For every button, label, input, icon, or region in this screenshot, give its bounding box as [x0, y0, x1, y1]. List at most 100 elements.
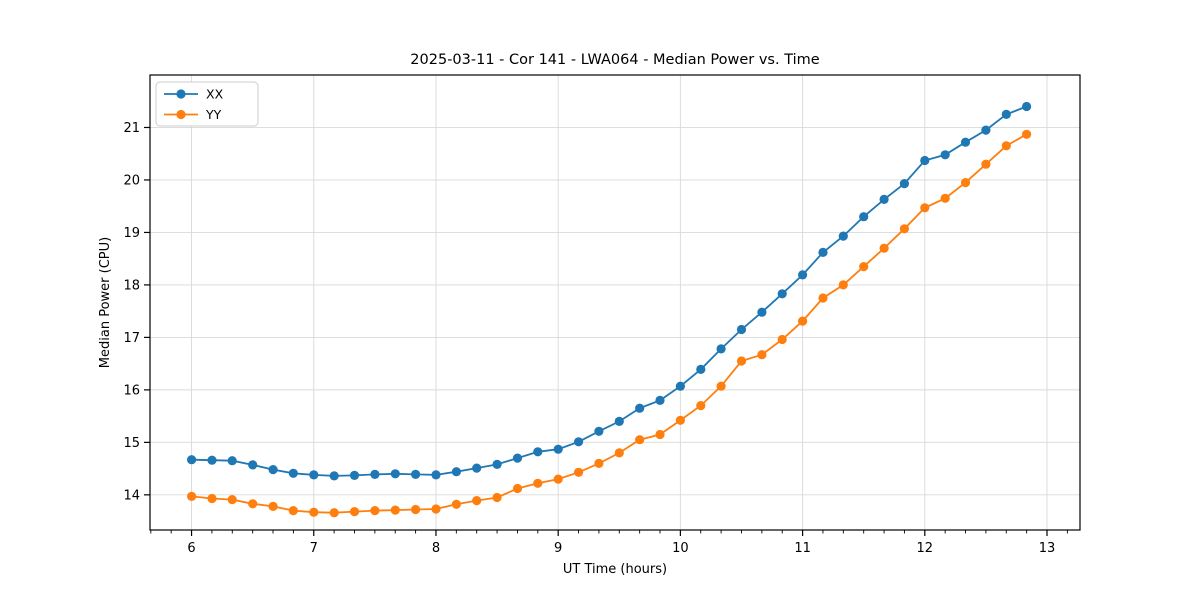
series-YY-point: [675, 415, 686, 425]
series-YY-point: [838, 280, 848, 290]
series-YY-point: [940, 193, 950, 203]
legend-marker-YY: [176, 109, 186, 120]
series-YY-point: [859, 262, 869, 272]
y-tick-label: 20: [123, 173, 140, 188]
series-XX-point: [268, 465, 278, 475]
series-XX-line: [191, 105, 1027, 477]
series-YY-point: [390, 505, 400, 515]
plot-border: [149, 74, 1081, 531]
series-XX-point: [899, 179, 910, 189]
series-YY-point: [981, 159, 991, 169]
series-YY-point: [635, 435, 645, 445]
series-YY-point: [655, 429, 665, 440]
series-YY-point: [716, 381, 726, 391]
series-YY-point: [248, 499, 258, 509]
y-tick-label: 17: [123, 331, 140, 346]
series-XX-point: [635, 403, 645, 413]
series-XX-point: [248, 460, 258, 470]
series-YY-point: [431, 504, 441, 514]
series-YY-point: [288, 506, 298, 516]
x-tick-label: 11: [794, 541, 811, 556]
series-YY-point: [329, 508, 339, 518]
series-XX-point: [227, 456, 237, 466]
series-YY-point: [207, 493, 217, 504]
series-YY-point: [553, 474, 563, 484]
series-XX-point: [757, 307, 767, 317]
data-series: [187, 101, 1032, 518]
x-axis-label: UT Time (hours): [563, 562, 667, 577]
series-YY-point: [370, 506, 380, 516]
y-tick-label: 21: [123, 121, 140, 136]
chart-title: 2025-03-11 - Cor 141 - LWA064 - Median P…: [410, 52, 819, 68]
series-XX-point: [940, 150, 950, 160]
series-XX-point: [798, 270, 808, 280]
x-tick-label: 8: [432, 541, 440, 556]
series-XX-point: [349, 470, 360, 480]
series-XX-point: [1001, 109, 1011, 119]
series-XX-point: [574, 437, 584, 447]
y-tick-label: 16: [123, 383, 140, 398]
series-XX-point: [777, 289, 787, 299]
series-XX-point: [594, 426, 604, 436]
legend-marker-XX: [176, 89, 186, 99]
series-YY-point: [736, 356, 747, 366]
series-YY-point: [472, 496, 482, 506]
series-XX-point: [451, 467, 461, 477]
series-XX-point: [492, 459, 502, 469]
series-YY-point: [777, 334, 787, 345]
series-XX-point: [696, 364, 706, 374]
series-XX-point: [309, 470, 319, 480]
legend-label-YY: YY: [205, 107, 222, 122]
series-XX-point: [288, 468, 298, 478]
series-XX-point: [838, 231, 848, 241]
series-XX-point: [533, 447, 543, 457]
series-YY-point: [451, 499, 461, 509]
series-YY-line: [191, 133, 1028, 514]
series-XX-point: [390, 469, 400, 479]
series-XX-point: [207, 455, 217, 465]
series-YY-point: [512, 483, 523, 494]
x-tick-label: 9: [554, 541, 562, 556]
series-YY-point: [492, 492, 502, 503]
series-YY-point: [1022, 129, 1032, 139]
series-XX-point: [675, 381, 686, 391]
series-XX-point: [370, 469, 380, 479]
series-XX-point: [431, 470, 441, 480]
series-YY-point: [533, 478, 543, 488]
x-tick-label: 13: [1039, 541, 1056, 556]
x-tick-label: 10: [672, 541, 689, 556]
series-YY-point: [268, 501, 278, 511]
series-XX-point: [553, 444, 563, 454]
x-tick-label: 6: [187, 541, 195, 556]
x-tick-label: 12: [917, 541, 934, 556]
series-XX-point: [818, 247, 828, 257]
series-YY-point: [696, 401, 706, 411]
series-YY-point: [411, 504, 421, 515]
series-YY-point: [614, 448, 624, 458]
series-YY-point: [187, 491, 197, 501]
y-tick-label: 15: [123, 436, 140, 451]
y-tick-label: 18: [123, 278, 140, 293]
series-XX-point: [981, 125, 991, 135]
series-YY-point: [960, 178, 971, 188]
series-XX-point: [187, 455, 197, 465]
series-XX-point: [736, 324, 747, 335]
series-XX-point: [859, 212, 869, 222]
series-YY-point: [920, 203, 930, 213]
series-YY-point: [798, 316, 808, 326]
series-XX-point: [716, 344, 726, 354]
series-YY-point: [309, 507, 319, 517]
series-YY-point: [818, 293, 828, 303]
x-tick-label: 7: [310, 541, 318, 556]
axis-ticks: 6 7 8 9 10 11 12 13 14 15 16 17 18 19 20 21: [123, 121, 1068, 556]
series-XX-point: [920, 155, 930, 166]
series-YY-point: [574, 467, 584, 477]
series-YY-point: [879, 243, 889, 253]
series-XX-point: [960, 137, 971, 147]
series-YY-point: [227, 495, 237, 505]
series-YY-point: [349, 507, 360, 517]
series-XX-point: [329, 471, 339, 481]
y-tick-label: 19: [123, 226, 140, 241]
series-XX-point: [472, 463, 482, 473]
